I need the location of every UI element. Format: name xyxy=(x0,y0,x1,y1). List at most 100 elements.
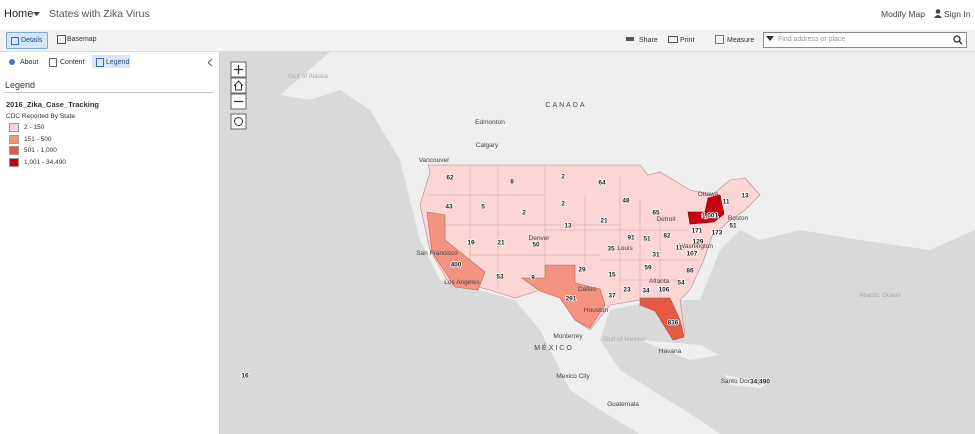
measure-button[interactable]: Measure xyxy=(727,37,755,44)
legend-swatch xyxy=(9,157,19,167)
case-count: 48 xyxy=(622,198,630,205)
case-count: 23 xyxy=(623,287,631,294)
icon xyxy=(11,37,19,45)
place-label: Gulf of Alaska xyxy=(288,73,328,80)
place-label: Calgary xyxy=(476,142,499,149)
case-count: 13 xyxy=(564,223,572,230)
case-count: 107 xyxy=(687,251,698,258)
case-count: 19 xyxy=(467,240,475,247)
place-label: Atlanta xyxy=(649,278,670,285)
share-button[interactable]: Share xyxy=(639,37,658,44)
new-york xyxy=(687,194,725,225)
case-count: 86 xyxy=(686,268,694,275)
sign-in[interactable]: Sign In xyxy=(944,9,971,19)
case-count: 291 xyxy=(566,296,577,303)
case-count: 11 xyxy=(676,245,683,252)
case-count: 400 xyxy=(451,262,462,269)
place-label: Santo Domingo xyxy=(721,378,766,385)
case-count: 34,490 xyxy=(750,379,770,386)
content-tab[interactable]: Content xyxy=(60,59,85,66)
place-label: Washington xyxy=(679,243,713,250)
case-count: 836 xyxy=(668,320,679,327)
legend-icon xyxy=(96,58,104,67)
collapse[interactable] xyxy=(208,59,213,66)
case-count: 8 xyxy=(510,179,514,186)
search-placeholder: Find address or place xyxy=(778,36,846,43)
legend-swatch xyxy=(9,146,19,155)
locate-button[interactable] xyxy=(230,113,247,130)
case-count: 129 xyxy=(693,239,704,246)
case-count: 106 xyxy=(659,287,670,294)
place-label: St Louis xyxy=(609,245,633,252)
case-count: 65 xyxy=(652,210,660,217)
divider xyxy=(4,92,214,93)
basemap-icon xyxy=(57,35,66,44)
place-label: Gulf of Mexico xyxy=(603,336,645,343)
case-count: 91 xyxy=(627,235,635,242)
place-label: Atlantic Ocean xyxy=(859,292,902,299)
modify-map[interactable]: Modify Map xyxy=(881,9,925,19)
case-count: 31 xyxy=(652,252,660,259)
about-icon xyxy=(9,59,15,65)
case-count: 2 xyxy=(561,201,565,208)
place-label: Dallas xyxy=(578,286,597,293)
case-count: 2 xyxy=(561,174,565,181)
share-icon xyxy=(626,37,634,41)
islands xyxy=(640,340,770,388)
place-label: Monterrey xyxy=(553,333,583,340)
case-count: 64 xyxy=(598,180,606,187)
legend-label: 2 - 150 xyxy=(24,124,45,131)
place-label: Detroit xyxy=(656,216,675,223)
legend-swatch xyxy=(9,134,19,144)
user-icon xyxy=(934,9,942,18)
case-count: 1,001 xyxy=(702,213,719,220)
measure-icon xyxy=(715,35,724,44)
case-count: 37 xyxy=(608,293,616,300)
caret xyxy=(33,12,40,16)
case-count: 59 xyxy=(644,265,652,272)
details-button[interactable]: Details xyxy=(6,32,48,49)
case-count: 13 xyxy=(741,193,749,200)
search-icon[interactable] xyxy=(953,35,963,45)
case-count: 9 xyxy=(531,275,535,282)
details-label: Details xyxy=(21,37,43,44)
case-count: 5 xyxy=(481,204,485,211)
place-label: Houston xyxy=(584,307,609,314)
case-count: 82 xyxy=(663,233,671,240)
state-borders xyxy=(428,165,700,300)
map[interactable]: Gulf of Alaska CANADA Edmonton Calgary Vanco… xyxy=(220,52,975,434)
home-button[interactable] xyxy=(230,77,247,94)
home-menu[interactable]: Home xyxy=(4,8,34,20)
case-count: 50 xyxy=(532,242,540,249)
place-label: Los Angeles xyxy=(444,279,480,286)
place-label: Guatemala xyxy=(607,401,639,408)
search-box[interactable]: Find address or place xyxy=(763,32,967,48)
case-count: 2 xyxy=(522,210,526,217)
print-button[interactable]: Print xyxy=(680,37,695,44)
case-count: 62 xyxy=(446,175,454,182)
place-label: CANADA xyxy=(545,102,586,109)
place-label: Mexico City xyxy=(556,373,590,380)
legend-label: 1,001 - 34,490 xyxy=(24,158,66,166)
zoom-controls xyxy=(230,61,247,130)
case-count: 171 xyxy=(692,228,703,235)
basemap-button[interactable]: Basemap xyxy=(67,36,97,43)
legend-tab[interactable]: Legend xyxy=(106,59,130,66)
california xyxy=(426,211,486,291)
place-label: Ottawa xyxy=(698,191,719,198)
case-count: 29 xyxy=(578,267,586,274)
place-label: Havana xyxy=(659,348,682,355)
place-label: San Francisco xyxy=(416,250,458,257)
content-icon xyxy=(49,58,57,67)
field-name: CDC Reported By State xyxy=(6,113,76,120)
case-count: 35 xyxy=(607,246,615,253)
case-count: 21 xyxy=(600,218,608,225)
place-label: Boston xyxy=(728,215,749,222)
legend-heading: Legend xyxy=(5,80,36,90)
header: Home States with Zika Virus Modify Map S… xyxy=(0,0,975,30)
texas xyxy=(521,264,606,329)
about-tab[interactable]: About xyxy=(20,59,39,66)
case-count: 54 xyxy=(677,280,685,287)
print-icon xyxy=(668,36,678,43)
